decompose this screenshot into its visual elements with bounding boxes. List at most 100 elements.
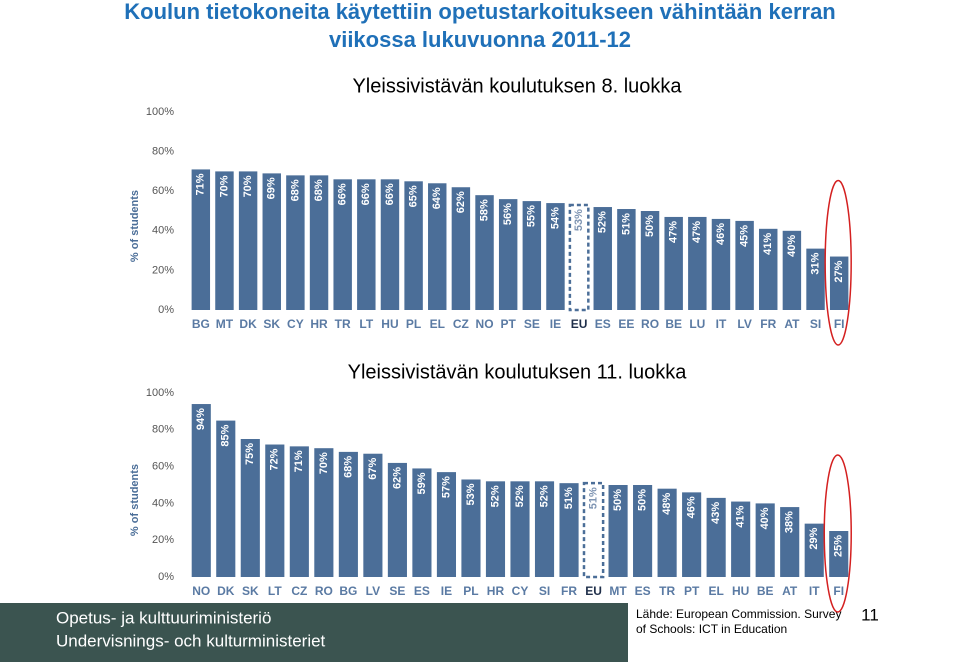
y-tick-label: 20% bbox=[152, 264, 174, 276]
bar bbox=[582, 481, 605, 579]
x-tick-label: ES bbox=[635, 584, 651, 598]
x-tick-label: FI bbox=[834, 317, 845, 331]
y-tick-label: 40% bbox=[152, 497, 174, 509]
x-tick-label: HR bbox=[487, 584, 505, 598]
bar bbox=[782, 230, 802, 310]
bar bbox=[451, 187, 471, 310]
y-tick-label: 40% bbox=[152, 225, 174, 237]
bar bbox=[657, 488, 677, 577]
y-tick-label: 100% bbox=[146, 106, 174, 118]
bar bbox=[755, 503, 775, 577]
bar bbox=[428, 183, 447, 310]
value-label: 43% bbox=[710, 502, 722, 524]
bar bbox=[559, 483, 579, 577]
value-label: 65% bbox=[408, 185, 420, 207]
value-label: 53% bbox=[465, 483, 477, 505]
x-tick-label: NO bbox=[192, 584, 210, 598]
x-tick-label: HU bbox=[381, 317, 398, 331]
x-tick-label: LV bbox=[366, 584, 380, 598]
value-label: 38% bbox=[784, 511, 796, 533]
y-tick-label: 0% bbox=[158, 571, 174, 583]
value-label: 27% bbox=[833, 260, 845, 282]
x-tick-label: LV bbox=[737, 317, 751, 331]
x-tick-label: SI bbox=[810, 317, 821, 331]
source: Lähde: European Commission. Survey bbox=[636, 607, 841, 621]
x-tick-label: PL bbox=[463, 584, 478, 598]
bar bbox=[333, 179, 352, 310]
bar bbox=[387, 462, 407, 577]
bar bbox=[534, 481, 555, 577]
bar bbox=[191, 404, 211, 577]
value-label: 62% bbox=[455, 191, 467, 213]
page-number: 11 bbox=[861, 605, 879, 624]
bar bbox=[240, 439, 260, 577]
bar bbox=[617, 209, 636, 310]
bar bbox=[412, 468, 432, 577]
bar bbox=[568, 203, 590, 312]
value-label: 50% bbox=[636, 489, 648, 511]
x-tick-label: CZ bbox=[453, 317, 469, 331]
bar bbox=[510, 481, 530, 577]
value-label: 58% bbox=[478, 199, 490, 221]
value-label: 85% bbox=[220, 424, 232, 446]
x-tick-label: LU bbox=[689, 317, 705, 331]
x-tick-label: TR bbox=[659, 584, 675, 598]
slide-title: Koulun tietokoneita käytettiin opetustar… bbox=[124, 0, 836, 24]
y-tick-label: 60% bbox=[152, 461, 174, 473]
bar bbox=[633, 485, 653, 577]
x-tick-label: TR bbox=[335, 317, 351, 331]
y-tick-label: 0% bbox=[158, 304, 174, 316]
x-tick-label: CY bbox=[287, 317, 304, 331]
x-tick-label: FR bbox=[760, 317, 776, 331]
bar bbox=[289, 446, 309, 577]
x-tick-label: IE bbox=[550, 317, 561, 331]
x-tick-label: IT bbox=[716, 317, 727, 331]
value-label: 52% bbox=[538, 485, 550, 507]
x-tick-label: CZ bbox=[291, 584, 307, 598]
x-tick-label: SK bbox=[263, 317, 280, 331]
bar bbox=[829, 531, 849, 577]
bar bbox=[522, 201, 542, 310]
highlight-ellipse bbox=[824, 179, 852, 346]
y-tick-label: 100% bbox=[146, 387, 174, 399]
x-tick-label: SI bbox=[539, 584, 550, 598]
x-tick-label: EU bbox=[571, 317, 588, 331]
value-label: 25% bbox=[833, 535, 845, 557]
bar bbox=[711, 218, 731, 310]
x-tick-label: NO bbox=[476, 317, 494, 331]
value-label: 69% bbox=[266, 177, 278, 199]
x-tick-label: BG bbox=[339, 584, 357, 598]
value-label: 40% bbox=[759, 507, 771, 529]
x-tick-label: FR bbox=[561, 584, 577, 598]
value-label: 56% bbox=[502, 203, 514, 225]
value-label: 68% bbox=[342, 456, 354, 478]
value-label: 68% bbox=[289, 179, 301, 201]
slide-title: viikossa lukuvuonna 2011-12 bbox=[329, 27, 631, 52]
y-axis-label: % of students bbox=[129, 190, 141, 262]
x-tick-label: EL bbox=[430, 317, 445, 331]
value-label: 66% bbox=[337, 183, 349, 205]
bar bbox=[731, 501, 751, 577]
x-tick-label: IT bbox=[809, 584, 820, 598]
x-tick-label: PT bbox=[501, 317, 517, 331]
y-tick-label: 60% bbox=[152, 185, 174, 197]
x-tick-label: CY bbox=[512, 584, 529, 598]
x-tick-label: AT bbox=[784, 317, 800, 331]
bar bbox=[265, 444, 285, 577]
bar bbox=[706, 497, 726, 577]
value-label: 55% bbox=[526, 205, 538, 227]
bar bbox=[404, 181, 423, 310]
x-tick-label: BG bbox=[192, 317, 210, 331]
bar bbox=[215, 171, 234, 310]
x-tick-label: DK bbox=[239, 317, 257, 331]
value-label: 52% bbox=[514, 485, 526, 507]
value-label: 41% bbox=[762, 233, 774, 255]
bar bbox=[735, 220, 754, 310]
bar bbox=[804, 523, 824, 577]
value-label: 70% bbox=[318, 452, 330, 474]
value-label: 66% bbox=[384, 183, 396, 205]
value-label: 51% bbox=[587, 487, 599, 509]
x-tick-label: EL bbox=[708, 584, 723, 598]
bar bbox=[216, 420, 236, 577]
